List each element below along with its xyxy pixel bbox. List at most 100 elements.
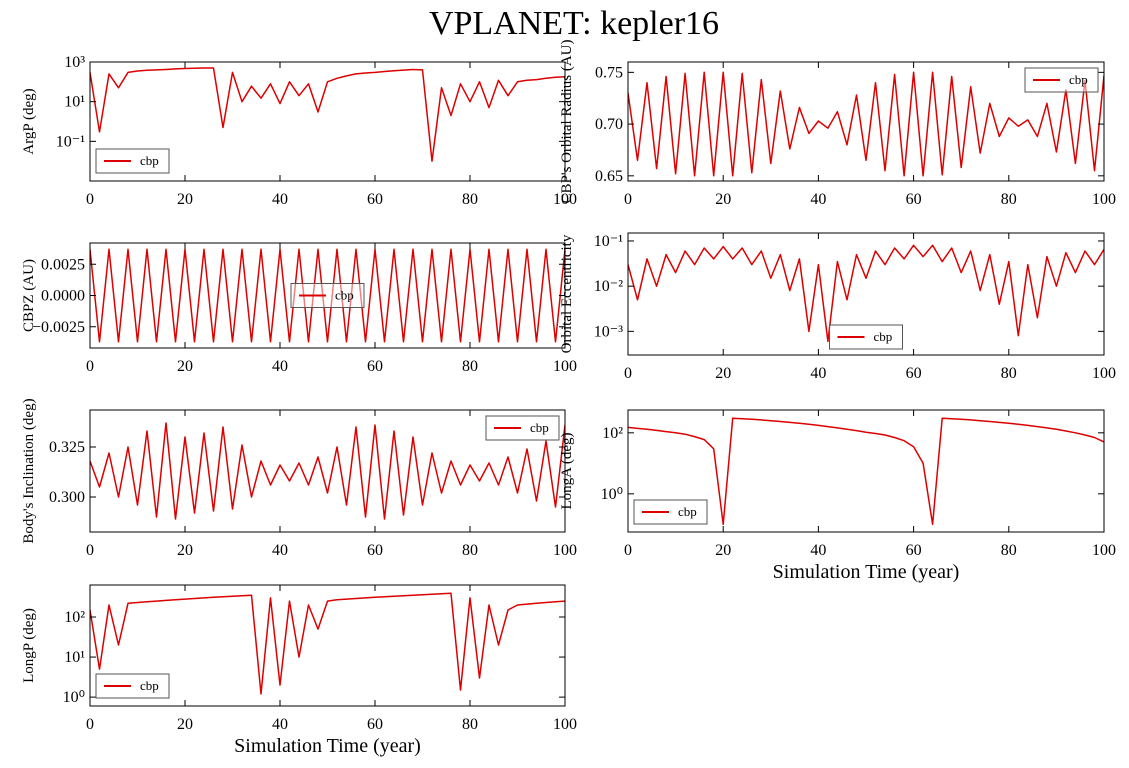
y-tick-label: 10³ [64,54,85,71]
x-tick-label: 20 [177,191,193,208]
data-line [628,71,1104,177]
x-tick-label: 0 [86,191,94,208]
legend-box [485,415,560,441]
y-tick-label: 0.300 [49,489,85,506]
x-tick-label: 100 [1092,191,1116,208]
x-axis-label: Simulation Time (year) [773,561,960,583]
plot-area [628,244,1104,343]
y-tick-label: 0.325 [49,439,85,456]
y-tick-label: −0.0025 [32,319,85,336]
axes-frame [627,409,1105,533]
x-tick-label: 60 [367,191,383,208]
data-line [90,592,565,695]
y-axis-label: ArgP (deg) [21,88,37,154]
figure-title: VPLANET: kepler16 [429,5,719,42]
plot-area [90,67,565,162]
y-axis-label: LongP (deg) [21,608,37,683]
plot-area [628,71,1104,177]
x-tick-label: 80 [1001,191,1017,208]
x-tick-label: 60 [906,542,922,559]
x-tick-label: 80 [1001,542,1017,559]
plot-area [628,417,1104,526]
x-tick-label: 20 [715,365,731,382]
legend-label: cbp [335,288,354,303]
x-tick-label: 20 [177,358,193,375]
plot-area [90,422,565,520]
plot-area [90,248,565,343]
x-tick-label: 80 [462,191,478,208]
axes-frame [89,584,566,707]
y-tick-label: 10⁰ [601,486,623,503]
axes-frame [89,409,566,533]
data-line [628,244,1104,343]
x-tick-label: 40 [272,358,288,375]
y-tick-label: 10⁻³ [594,323,623,340]
x-axis-label: Simulation Time (year) [234,735,421,757]
y-tick-label: 0.75 [595,64,623,81]
x-tick-label: 100 [553,716,577,733]
x-tick-label: 80 [462,716,478,733]
x-tick-label: 100 [553,191,577,208]
x-tick-label: 40 [272,191,288,208]
legend-label: cbp [530,420,549,435]
x-tick-label: 40 [810,542,826,559]
y-tick-label: 10² [602,425,623,442]
data-line [628,417,1104,526]
legend-label: cbp [140,153,159,168]
y-tick-label: 10⁻¹ [56,133,85,150]
x-tick-label: 0 [86,716,94,733]
x-tick-label: 0 [624,191,632,208]
y-tick-label: 10¹ [64,649,85,666]
x-tick-label: 100 [553,358,577,375]
x-tick-label: 0 [86,358,94,375]
x-tick-label: 80 [462,358,478,375]
x-tick-label: 40 [272,716,288,733]
x-tick-label: 20 [715,542,731,559]
y-axis-label: Body's Inclination (deg) [21,398,37,543]
y-tick-label: 10⁰ [63,689,85,706]
y-tick-label: 10⁻² [594,278,623,295]
y-tick-label: 10⁻¹ [594,233,623,250]
legend-label: cbp [140,678,159,693]
axes-frame [89,61,566,182]
x-tick-label: 100 [1092,542,1116,559]
x-tick-label: 100 [553,542,577,559]
x-tick-label: 60 [906,191,922,208]
x-tick-label: 40 [272,542,288,559]
x-tick-label: 20 [177,716,193,733]
legend-label: cbp [1069,72,1088,87]
x-tick-label: 60 [367,542,383,559]
y-tick-label: 10² [64,609,85,626]
x-tick-label: 60 [367,716,383,733]
y-axis-label: LongA (deg) [559,432,575,509]
data-line [90,422,565,520]
y-axis-label: Orbital Eccentricity [559,234,575,353]
y-tick-label: 0.65 [595,168,623,185]
x-tick-label: 60 [906,365,922,382]
y-tick-label: 0.0025 [41,256,85,273]
y-axis-label: CBPZ (AU) [21,259,37,332]
legend-label: cbp [678,504,697,519]
x-tick-label: 20 [715,191,731,208]
data-line [90,67,565,162]
x-tick-label: 60 [367,358,383,375]
x-tick-label: 100 [1092,365,1116,382]
axes-frame [627,232,1105,356]
x-tick-label: 40 [810,191,826,208]
x-tick-label: 40 [810,365,826,382]
plot-area [90,592,565,695]
x-tick-label: 0 [624,542,632,559]
y-tick-label: 0.70 [595,116,623,133]
x-tick-label: 20 [177,542,193,559]
data-line [90,248,565,343]
y-axis-label: CBP's Orbital Radius (AU) [559,40,575,204]
x-tick-label: 0 [86,542,94,559]
y-tick-label: 0.0000 [41,288,85,305]
x-tick-label: 0 [624,365,632,382]
axes-frame [627,61,1105,182]
x-tick-label: 80 [462,542,478,559]
legend-label: cbp [874,329,893,344]
y-tick-label: 10¹ [64,94,85,111]
x-tick-label: 80 [1001,365,1017,382]
